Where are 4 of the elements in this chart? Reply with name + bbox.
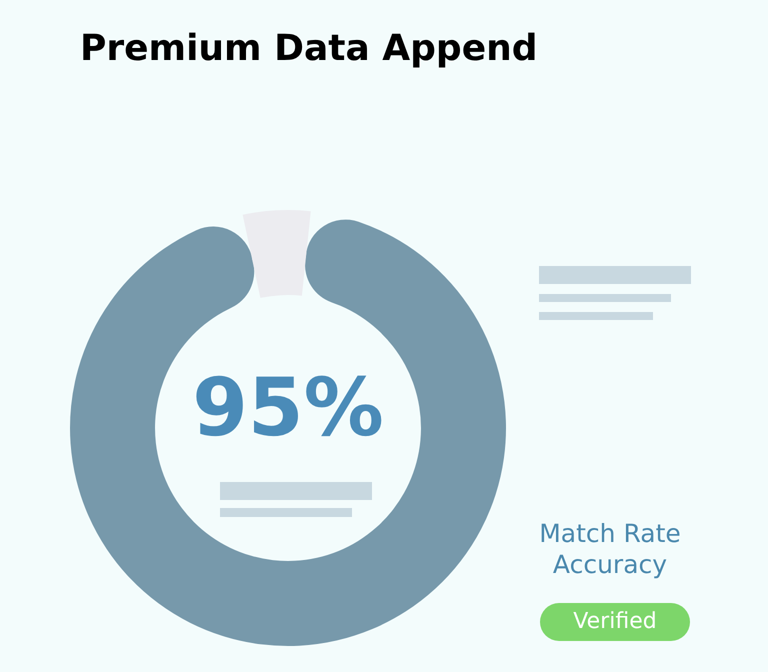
data-label: 95% xyxy=(192,360,384,454)
chart-title: Premium Data Append xyxy=(80,28,538,69)
text: Match Rate Accuracy xyxy=(538,518,682,580)
text: Verified xyxy=(540,603,690,641)
